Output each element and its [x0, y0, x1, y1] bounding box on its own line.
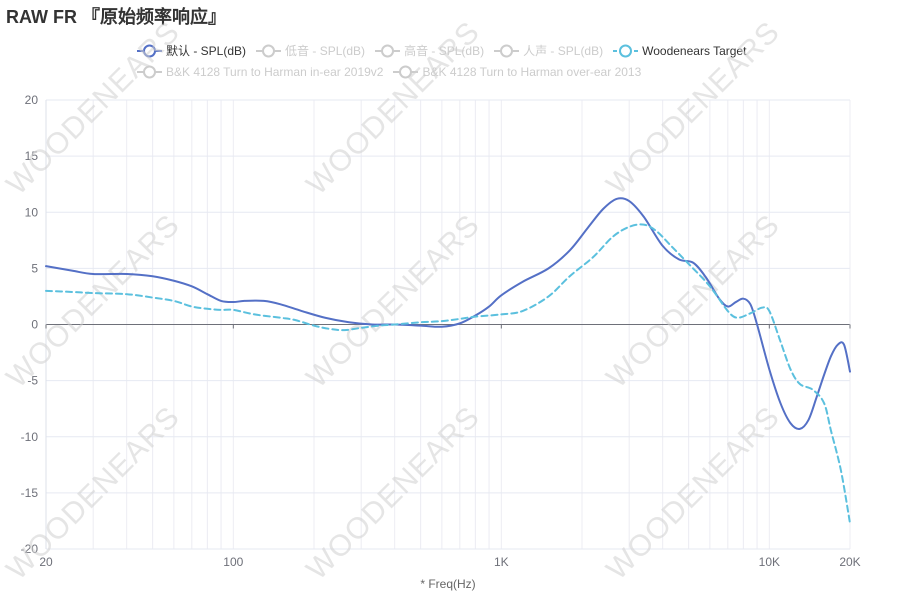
legend-item[interactable]: B&K 4128 Turn to Harman in-ear 2019v2 [137, 65, 383, 79]
legend-label: 人声 - SPL(dB) [523, 44, 604, 58]
x-tick-label: 10K [759, 555, 780, 569]
legend-label: Woodenears Target [642, 43, 747, 58]
series-line-default [45, 197, 851, 430]
y-tick-label: 5 [31, 261, 38, 275]
y-tick-label: 0 [31, 318, 38, 332]
legend-item[interactable]: 人声 - SPL(dB) [494, 42, 603, 59]
legend-label: 默认 - SPL(dB) [166, 44, 247, 58]
chart-title: RAW FR 『原始频率响应』 [6, 7, 226, 27]
watermark-text: WOODENEARS [600, 15, 786, 201]
x-tick-label: 20K [839, 555, 860, 569]
series-group [45, 197, 851, 525]
x-tick-label: 100 [223, 555, 243, 569]
series-line-target [45, 223, 851, 525]
legend-circle-icon [613, 44, 639, 57]
x-tick-label: 1K [494, 555, 509, 569]
legend-item[interactable]: 低音 - SPL(dB) [256, 42, 365, 59]
y-tick-label: -20 [21, 542, 39, 556]
legend-circle-icon [375, 44, 401, 57]
legend-row: B&K 4128 Turn to Harman in-ear 2019v2 B&K… [137, 65, 651, 82]
legend-circle-icon [137, 65, 162, 79]
y-tick-label: 10 [25, 205, 39, 219]
y-tick-label: -10 [21, 430, 39, 444]
legend-circle-icon [494, 44, 520, 57]
watermark-text: WOODENEARS [600, 208, 786, 394]
legend-circle-icon [393, 65, 419, 79]
legend: 默认 - SPL(dB) 低音 - SPL(dB) 高音 - SPL(dB) 人声 -… [0, 40, 900, 88]
legend-label: 高音 - SPL(dB) [404, 44, 485, 58]
y-tick-label: 15 [25, 149, 39, 163]
x-tick-label: 20 [39, 555, 53, 569]
legend-label: B&K 4128 Turn to Harman over-ear 2013 [422, 65, 642, 79]
legend-circle-icon [256, 44, 282, 57]
legend-circle-icon [137, 44, 162, 57]
legend-item[interactable]: 默认 - SPL(dB) [137, 42, 246, 59]
legend-label: B&K 4128 Turn to Harman in-ear 2019v2 [166, 65, 384, 79]
watermark-text: WOODENEARS [300, 15, 486, 201]
legend-item[interactable]: B&K 4128 Turn to Harman over-ear 2013 [393, 65, 641, 79]
legend-label: 低音 - SPL(dB) [285, 44, 366, 58]
y-tick-label: -15 [21, 486, 39, 500]
legend-row: 默认 - SPL(dB) 低音 - SPL(dB) 高音 - SPL(dB) 人声 -… [137, 42, 756, 61]
legend-item[interactable]: 高音 - SPL(dB) [375, 42, 484, 59]
x-axis-label: * Freq(Hz) [420, 577, 476, 591]
grid-lines [45, 99, 851, 550]
watermark-text: WOODENEARS [300, 208, 486, 394]
watermark: WOODENEARSWOODENEARSWOODENEARSWOODENEARS… [0, 15, 786, 586]
y-tick-label: 20 [25, 93, 39, 107]
y-tick-label: -5 [27, 374, 38, 388]
legend-item[interactable]: Woodenears Target [613, 44, 746, 58]
